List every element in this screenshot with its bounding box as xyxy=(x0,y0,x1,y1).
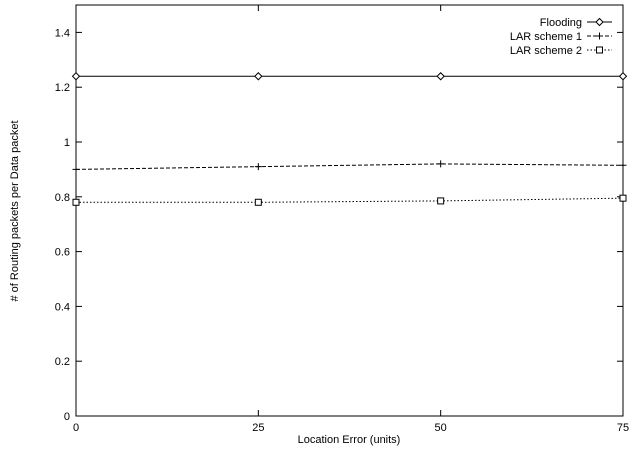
legend-label: Flooding xyxy=(540,17,582,29)
legend-label: LAR scheme 2 xyxy=(510,45,582,57)
series-line xyxy=(76,197,624,203)
x-tick-label: 0 xyxy=(73,422,79,434)
series-flooding xyxy=(71,72,628,81)
data-point xyxy=(71,72,81,81)
data-point xyxy=(436,72,445,81)
y-tick-label: 0.6 xyxy=(55,247,70,259)
data-point xyxy=(618,72,628,81)
x-tick-label: 75 xyxy=(617,422,629,434)
x-axis-label: Location Error (units) xyxy=(298,434,401,446)
plot-area-frame xyxy=(75,4,624,417)
legend-label: LAR scheme 1 xyxy=(510,31,582,43)
series-layer xyxy=(71,72,628,206)
data-point xyxy=(72,198,80,206)
x-tick-label: 50 xyxy=(435,422,447,434)
y-axis-label: # of Routing packets per Data packet xyxy=(9,121,21,302)
y-tick-label: 1 xyxy=(64,137,70,149)
data-point xyxy=(619,194,627,202)
y-axis-ticks: 0 0.2 0.4 0.6 0.8 1 1.2 1.4 xyxy=(55,27,623,423)
data-point xyxy=(254,198,262,206)
y-tick-label: 0.4 xyxy=(55,301,70,313)
y-tick-label: 0.2 xyxy=(55,356,70,368)
legend-marker xyxy=(596,46,603,54)
data-point xyxy=(437,197,445,205)
y-tick-label: 1.4 xyxy=(55,27,70,39)
x-axis-ticks: 0 25 50 75 xyxy=(73,5,629,434)
series-lar-scheme-1 xyxy=(72,160,627,173)
data-point xyxy=(437,160,445,168)
data-point xyxy=(619,161,627,169)
data-point xyxy=(254,72,263,81)
legend-marker xyxy=(596,32,603,40)
data-point xyxy=(254,163,262,171)
y-tick-label: 0 xyxy=(64,411,70,423)
legend-marker xyxy=(595,17,604,27)
data-point xyxy=(72,165,80,173)
legend: Flooding LAR scheme 1 LAR scheme 2 xyxy=(510,17,612,57)
y-tick-label: 0.8 xyxy=(55,192,70,204)
series-line xyxy=(75,163,624,170)
x-tick-label: 25 xyxy=(252,422,264,434)
y-tick-label: 1.2 xyxy=(55,82,70,94)
series-lar-scheme-2 xyxy=(72,194,627,206)
